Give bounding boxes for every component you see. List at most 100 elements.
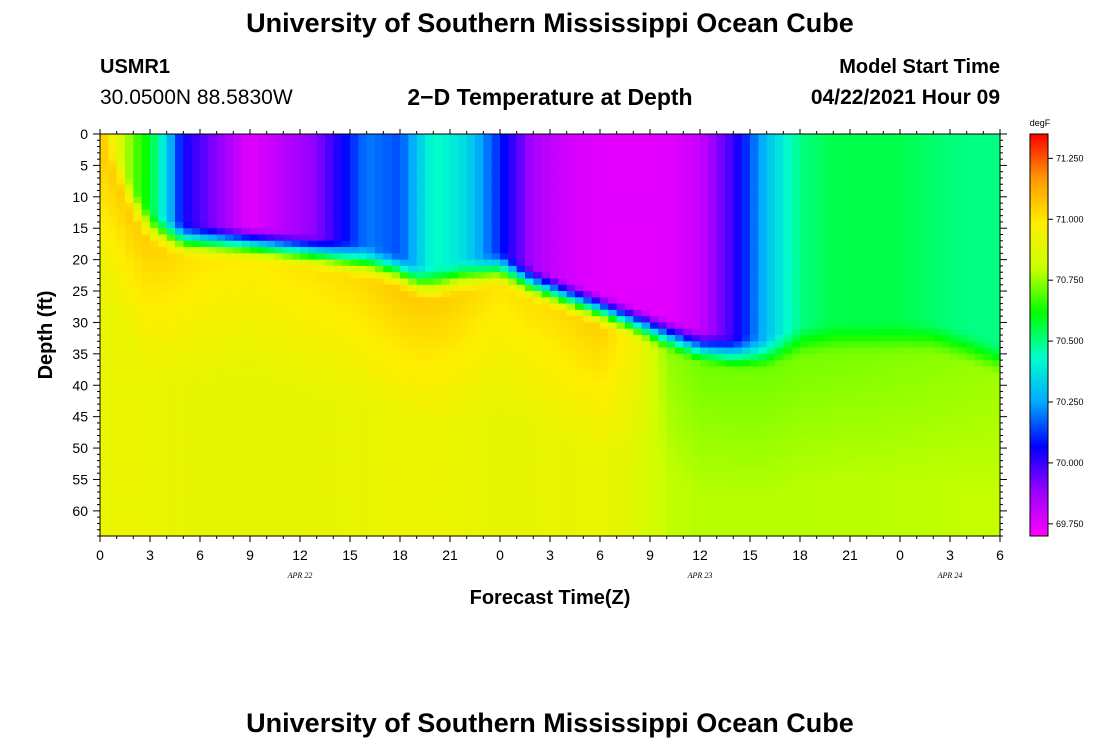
heatmap-cell: [725, 510, 734, 518]
heatmap-cell: [708, 272, 718, 280]
heatmap-cell: [283, 498, 293, 506]
heatmap-cell: [525, 190, 534, 198]
heatmap-cell: [408, 492, 418, 499]
heatmap-cell: [625, 134, 634, 141]
heatmap-cell: [458, 152, 468, 160]
heatmap-cell: [441, 234, 451, 242]
heatmap-cell: [550, 454, 559, 462]
heatmap-cell: [125, 171, 134, 179]
heatmap-cell: [500, 322, 509, 330]
heatmap-cell: [591, 203, 601, 210]
heatmap-cell: [191, 441, 201, 449]
heatmap-cell: [108, 297, 118, 305]
heatmap-cell: [216, 265, 226, 273]
heatmap-cell: [175, 479, 184, 487]
heatmap-cell: [408, 416, 418, 424]
heatmap-cell: [333, 360, 343, 368]
heatmap-cell: [708, 385, 718, 393]
heatmap-cell: [158, 347, 168, 355]
heatmap-cell: [341, 523, 351, 531]
heatmap-cell: [100, 422, 109, 430]
heatmap-cell: [591, 523, 601, 531]
heatmap-cell: [725, 209, 734, 217]
heatmap-cell: [366, 322, 376, 330]
heatmap-cell: [450, 159, 459, 167]
heatmap-cell: [291, 165, 301, 173]
heatmap-cell: [625, 259, 634, 267]
heatmap-cell: [441, 429, 451, 437]
heatmap-cell: [433, 196, 443, 204]
heatmap-cell: [608, 140, 618, 148]
heatmap-cell: [566, 146, 576, 154]
heatmap-cell: [175, 335, 184, 342]
heatmap-cell: [541, 152, 551, 160]
heatmap-cell: [158, 510, 168, 518]
heatmap-cell: [600, 272, 609, 280]
heatmap-cell: [558, 360, 568, 368]
heatmap-cell: [583, 297, 593, 305]
heatmap-cell: [741, 259, 751, 267]
heatmap-cell: [283, 517, 293, 525]
heatmap-cell: [266, 353, 276, 361]
heatmap-cell: [491, 322, 501, 330]
heatmap-cell: [666, 228, 676, 236]
heatmap-cell: [116, 510, 126, 518]
heatmap-cell: [333, 146, 343, 154]
heatmap-cell: [641, 159, 651, 167]
heatmap-cell: [541, 517, 551, 525]
heatmap-cell: [541, 159, 551, 167]
heatmap-cell: [158, 404, 168, 411]
heatmap-cell: [208, 335, 218, 342]
heatmap-cell: [600, 247, 609, 254]
heatmap-cell: [591, 303, 601, 311]
heatmap-cell: [625, 297, 634, 305]
heatmap-cell: [550, 278, 559, 286]
heatmap-cell: [258, 366, 268, 374]
heatmap-cell: [108, 134, 118, 141]
heatmap-cell: [258, 397, 268, 405]
heatmap-cell: [716, 284, 726, 292]
heatmap-cell: [550, 140, 559, 148]
heatmap-cell: [233, 322, 243, 330]
heatmap-cell: [191, 234, 201, 242]
heatmap-cell: [700, 466, 709, 474]
heatmap-cell: [350, 429, 359, 437]
heatmap-cell: [525, 171, 534, 179]
heatmap-cell: [325, 316, 334, 324]
heatmap-cell: [483, 391, 493, 399]
heatmap-cell: [383, 366, 393, 374]
heatmap-cell: [491, 134, 501, 141]
heatmap-cell: [633, 234, 643, 242]
heatmap-cell: [283, 347, 293, 355]
heatmap-cell: [175, 171, 184, 179]
heatmap-cell: [275, 473, 284, 481]
heatmap-cell: [166, 253, 176, 261]
heatmap-cell: [316, 479, 326, 487]
heatmap-cell: [225, 385, 234, 393]
heatmap-cell: [666, 479, 676, 487]
heatmap-cell: [566, 366, 576, 374]
heatmap-cell: [300, 454, 309, 462]
heatmap-cell: [525, 341, 534, 349]
heatmap-cell: [308, 378, 318, 386]
heatmap-cell: [666, 510, 676, 518]
heatmap-cell: [741, 228, 751, 236]
heatmap-cell: [550, 309, 559, 317]
heatmap-cell: [458, 492, 468, 499]
heatmap-cell: [716, 203, 726, 210]
heatmap-cell: [125, 366, 134, 374]
heatmap-cell: [466, 353, 476, 361]
heatmap-cell: [116, 372, 126, 380]
heatmap-cell: [383, 404, 393, 411]
heatmap-cell: [316, 360, 326, 368]
heatmap-cell: [116, 159, 126, 167]
heatmap-cell: [591, 510, 601, 518]
heatmap-cell: [733, 473, 743, 481]
heatmap-cell: [608, 134, 618, 141]
heatmap-cell: [616, 278, 626, 286]
heatmap-cell: [591, 385, 601, 393]
heatmap-cell: [491, 221, 501, 229]
heatmap-cell: [641, 196, 651, 204]
heatmap-cell: [416, 523, 426, 531]
heatmap-cell: [433, 322, 443, 330]
